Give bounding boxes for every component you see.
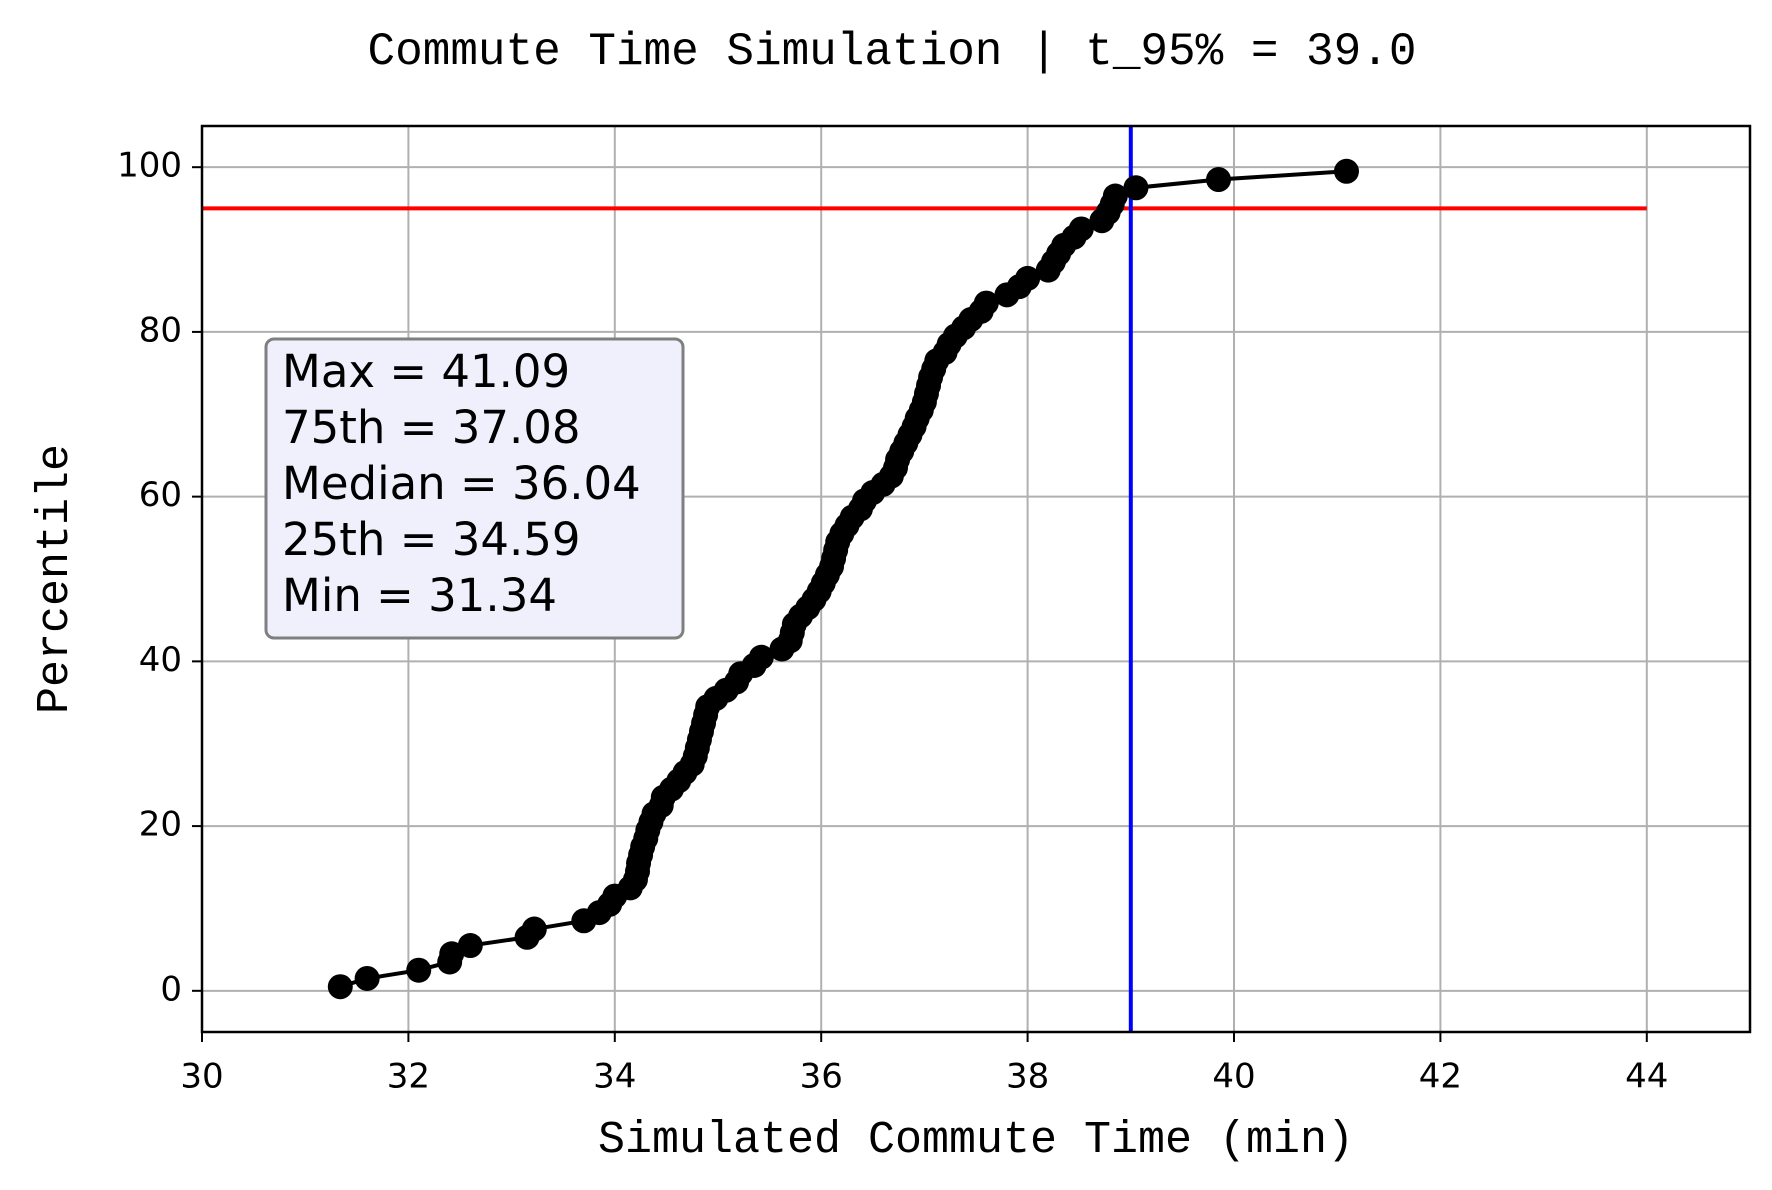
x-tick-label: 38 xyxy=(1006,1057,1049,1097)
data-point xyxy=(748,644,774,670)
annotation-text: Median = 36.04 xyxy=(282,457,641,510)
x-tick-label: 36 xyxy=(800,1057,843,1097)
data-point xyxy=(1015,265,1041,291)
data-point xyxy=(1206,167,1232,193)
y-tick-label: 80 xyxy=(139,310,182,350)
y-tick-label: 40 xyxy=(139,640,182,680)
data-point xyxy=(1068,216,1094,242)
data-point xyxy=(457,933,483,959)
x-tick-label: 40 xyxy=(1212,1057,1255,1097)
data-point xyxy=(1123,175,1149,201)
x-tick-label: 32 xyxy=(387,1057,430,1097)
y-tick-label: 20 xyxy=(139,805,182,845)
plot-frame xyxy=(200,124,1752,1034)
annotation-text: 25th = 34.59 xyxy=(282,513,581,566)
y-tick-label: 100 xyxy=(117,146,182,186)
data-point xyxy=(521,916,547,942)
data-point xyxy=(1333,158,1359,184)
chart-title: Commute Time Simulation | t_95% = 39.0 xyxy=(368,26,1417,78)
annotation-text: Min = 31.34 xyxy=(282,569,557,622)
annotation-text: 75th = 37.08 xyxy=(282,401,581,454)
data-point xyxy=(327,974,353,1000)
y-tick-label: 60 xyxy=(139,475,182,515)
y-tick-label: 0 xyxy=(160,969,182,1009)
x-tick-label: 42 xyxy=(1419,1057,1462,1097)
x-axis-label: Simulated Commute Time (min) xyxy=(598,1115,1354,1166)
data-point xyxy=(973,290,999,316)
y-axis-label: Percentile xyxy=(30,444,81,714)
data-point xyxy=(406,957,432,983)
data-point xyxy=(354,965,380,991)
x-tick-label: 34 xyxy=(593,1057,636,1097)
data-point xyxy=(1102,183,1128,209)
annotation-box xyxy=(264,337,685,640)
x-tick-label: 44 xyxy=(1625,1057,1668,1097)
annotation-text: Max = 41.09 xyxy=(282,345,570,398)
x-tick-label: 30 xyxy=(180,1057,223,1097)
